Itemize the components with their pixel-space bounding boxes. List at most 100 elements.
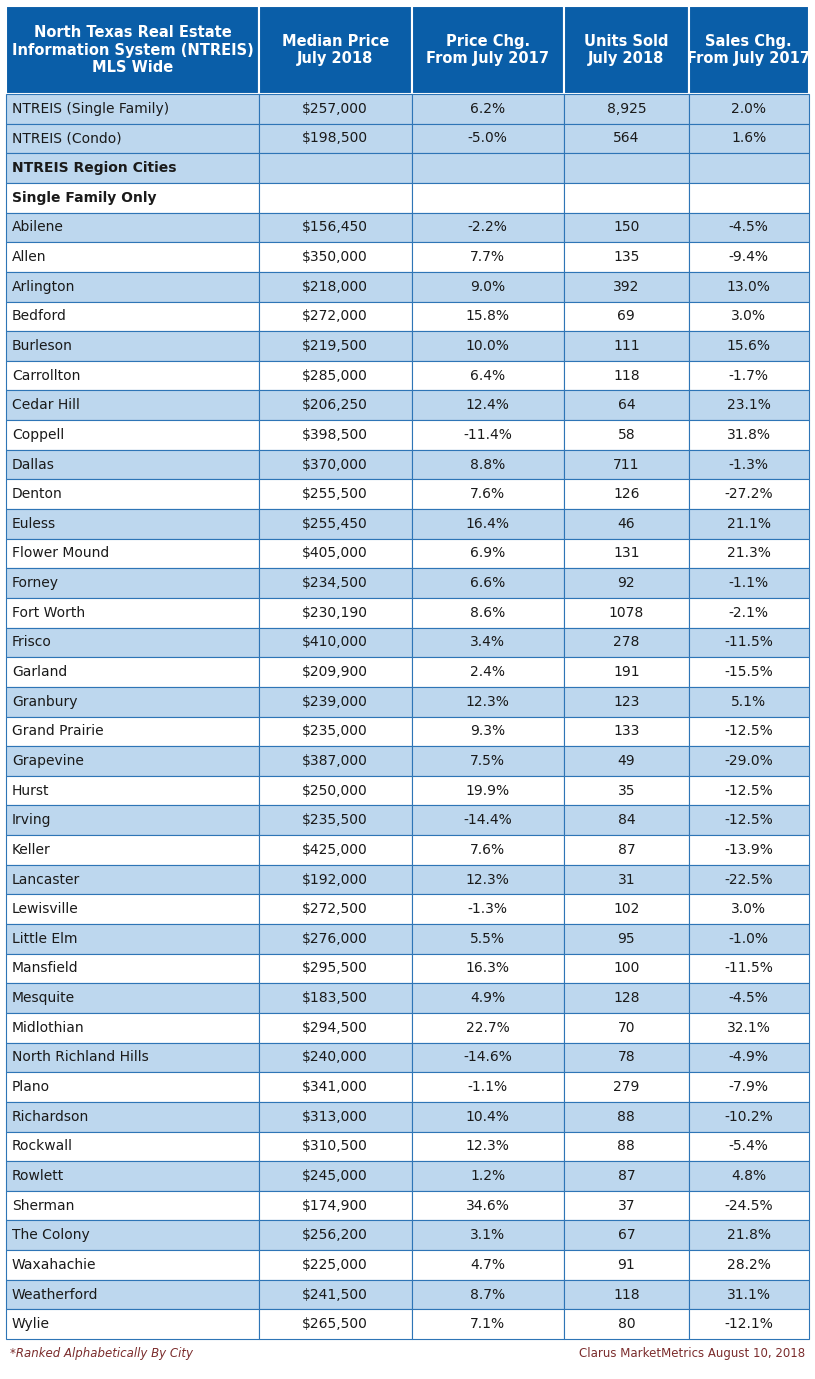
Bar (689, 1191, 809, 1220)
Text: $245,000: $245,000 (302, 1169, 368, 1183)
Bar (6, 94, 259, 124)
Text: $192,000: $192,000 (302, 873, 368, 887)
Bar (564, 243, 689, 272)
Text: 70: 70 (618, 1020, 635, 1034)
Bar (689, 1161, 809, 1191)
Text: 392: 392 (613, 280, 640, 294)
Text: North Richland Hills: North Richland Hills (12, 1051, 149, 1065)
Text: 15.8%: 15.8% (466, 309, 510, 323)
Text: $294,500: $294,500 (302, 1020, 368, 1034)
Text: $285,000: $285,000 (302, 368, 368, 382)
Text: The Colony: The Colony (12, 1229, 90, 1242)
Text: 711: 711 (613, 458, 640, 472)
Bar (6, 1251, 259, 1280)
Text: 131: 131 (613, 546, 640, 560)
Text: Forney: Forney (12, 576, 59, 590)
Text: -4.5%: -4.5% (729, 221, 769, 234)
Text: -1.0%: -1.0% (729, 932, 769, 946)
Text: 91: 91 (618, 1258, 635, 1271)
Text: 3.0%: 3.0% (731, 902, 766, 916)
Text: $239,000: $239,000 (302, 695, 368, 709)
Text: $272,500: $272,500 (302, 902, 368, 916)
Bar (564, 361, 689, 390)
Bar (564, 1220, 689, 1251)
Bar (689, 539, 809, 568)
Text: Median Price
July 2018: Median Price July 2018 (282, 34, 389, 66)
Bar (259, 568, 412, 598)
Text: 8.7%: 8.7% (470, 1288, 505, 1302)
Bar (412, 1280, 564, 1309)
Bar (689, 865, 809, 895)
Text: Granbury: Granbury (12, 695, 77, 709)
Text: Mansfield: Mansfield (12, 961, 78, 975)
Text: 88: 88 (618, 1139, 635, 1153)
Bar (259, 1132, 412, 1161)
Bar (412, 598, 564, 627)
Bar (689, 1014, 809, 1043)
Text: $276,000: $276,000 (302, 932, 368, 946)
Bar (6, 212, 259, 243)
Bar (6, 390, 259, 421)
Bar (412, 243, 564, 272)
Text: Little Elm: Little Elm (12, 932, 77, 946)
Text: Sales Chg.
From July 2017: Sales Chg. From July 2017 (687, 34, 810, 66)
Text: -12.5%: -12.5% (725, 724, 773, 738)
Bar (259, 302, 412, 331)
Bar (564, 390, 689, 421)
Text: -11.4%: -11.4% (464, 427, 513, 441)
Text: $156,450: $156,450 (302, 221, 368, 234)
Text: 278: 278 (613, 636, 640, 650)
Bar (564, 212, 689, 243)
Text: 9.3%: 9.3% (470, 724, 505, 738)
Text: Midlothian: Midlothian (12, 1020, 85, 1034)
Text: Clarus MarketMetrics August 10, 2018: Clarus MarketMetrics August 10, 2018 (579, 1347, 805, 1361)
Bar (564, 983, 689, 1014)
Bar (6, 924, 259, 954)
Text: $225,000: $225,000 (302, 1258, 368, 1271)
Bar (6, 627, 259, 658)
Text: 19.9%: 19.9% (465, 783, 510, 797)
Text: 6.2%: 6.2% (470, 102, 505, 116)
Text: $209,900: $209,900 (302, 665, 368, 678)
Bar (689, 776, 809, 805)
Bar (689, 1132, 809, 1161)
Bar (412, 658, 564, 687)
Text: Cedar Hill: Cedar Hill (12, 399, 80, 412)
Text: 58: 58 (618, 427, 635, 441)
Text: 8.8%: 8.8% (470, 458, 505, 472)
Bar (259, 212, 412, 243)
Text: Sherman: Sherman (12, 1198, 74, 1212)
Bar (564, 480, 689, 509)
Text: Garland: Garland (12, 665, 68, 678)
Text: 35: 35 (618, 783, 635, 797)
Bar (564, 954, 689, 983)
Bar (689, 954, 809, 983)
Bar (259, 895, 412, 924)
Bar (259, 776, 412, 805)
Text: $235,000: $235,000 (302, 724, 368, 738)
Bar (259, 361, 412, 390)
Bar (689, 746, 809, 776)
Bar (689, 94, 809, 124)
Bar (412, 1191, 564, 1220)
Text: $313,000: $313,000 (302, 1110, 368, 1124)
Text: -1.1%: -1.1% (468, 1080, 508, 1094)
Bar (6, 1102, 259, 1132)
Text: $241,500: $241,500 (302, 1288, 368, 1302)
Bar (259, 1073, 412, 1102)
Text: 10.0%: 10.0% (466, 339, 509, 353)
Bar (412, 1132, 564, 1161)
Bar (6, 865, 259, 895)
Bar (689, 331, 809, 361)
Text: 95: 95 (618, 932, 635, 946)
Bar (412, 124, 564, 153)
Text: 7.1%: 7.1% (470, 1317, 505, 1331)
Bar (259, 1251, 412, 1280)
Text: 7.6%: 7.6% (470, 843, 505, 856)
Text: 8.6%: 8.6% (470, 605, 505, 619)
Text: -9.4%: -9.4% (729, 250, 769, 263)
Text: 5.5%: 5.5% (470, 932, 505, 946)
Bar (689, 895, 809, 924)
Text: NTREIS (Condo): NTREIS (Condo) (12, 131, 121, 145)
Text: $425,000: $425,000 (302, 843, 368, 856)
